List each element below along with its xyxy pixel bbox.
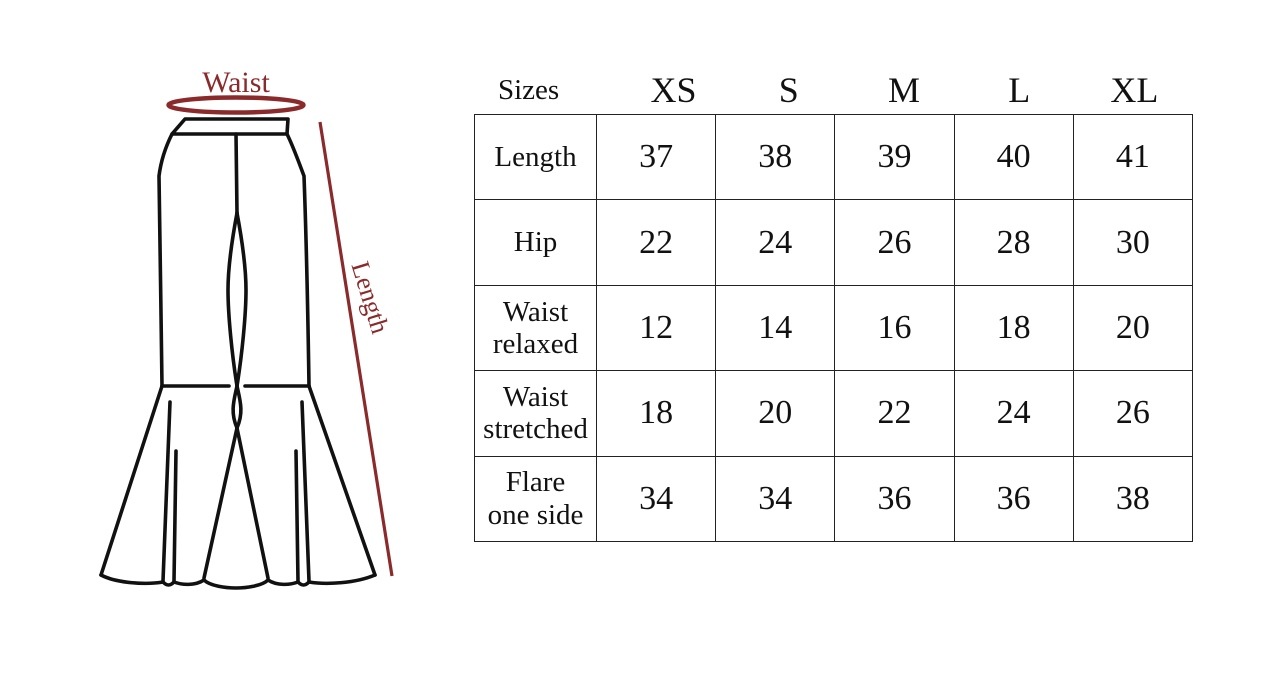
svg-text:Waist: Waist xyxy=(202,66,270,99)
